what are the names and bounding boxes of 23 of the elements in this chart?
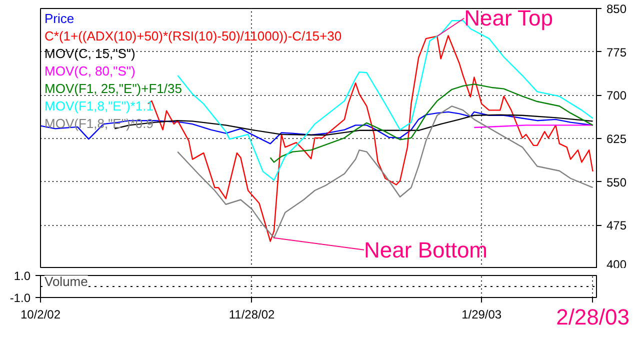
line-series [270, 84, 594, 163]
line-series [177, 106, 594, 238]
text: Price [44, 11, 74, 26]
y-tick-label: 625 [606, 132, 627, 146]
x-tick-label: 1/29/03 [462, 308, 502, 322]
text: C*(1+((ADX(10)+50)*(RSI(10)-50)/11000))-C/15+30 [44, 28, 342, 44]
chart-title: Volume [44, 274, 88, 289]
x-tick-label: 10/2/02 [20, 308, 61, 322]
y-tick-label: 475 [606, 218, 627, 233]
y-tick-label: 1.0 [14, 269, 31, 283]
annotation: Near Top [464, 6, 553, 31]
text: MOV(F1,8,"E")*1.1 [44, 98, 154, 114]
y-tick-label: 775 [606, 45, 627, 60]
text: MOV(C, 80,"S") [44, 64, 136, 78]
text: MOV(F1, 25,"E")+F1/35 [44, 81, 182, 96]
y-tick-label: 550 [606, 175, 627, 190]
annotation: Near Bottom [364, 237, 488, 262]
text: MOV(C, 15,"S") [44, 46, 136, 61]
y-tick-label: 700 [606, 88, 627, 103]
text: 2/28/03 [556, 304, 630, 330]
y-tick-label: 850 [606, 2, 627, 16]
y-tick-label: -1.0 [10, 291, 31, 305]
x-tick-label: 11/28/02 [228, 308, 276, 322]
